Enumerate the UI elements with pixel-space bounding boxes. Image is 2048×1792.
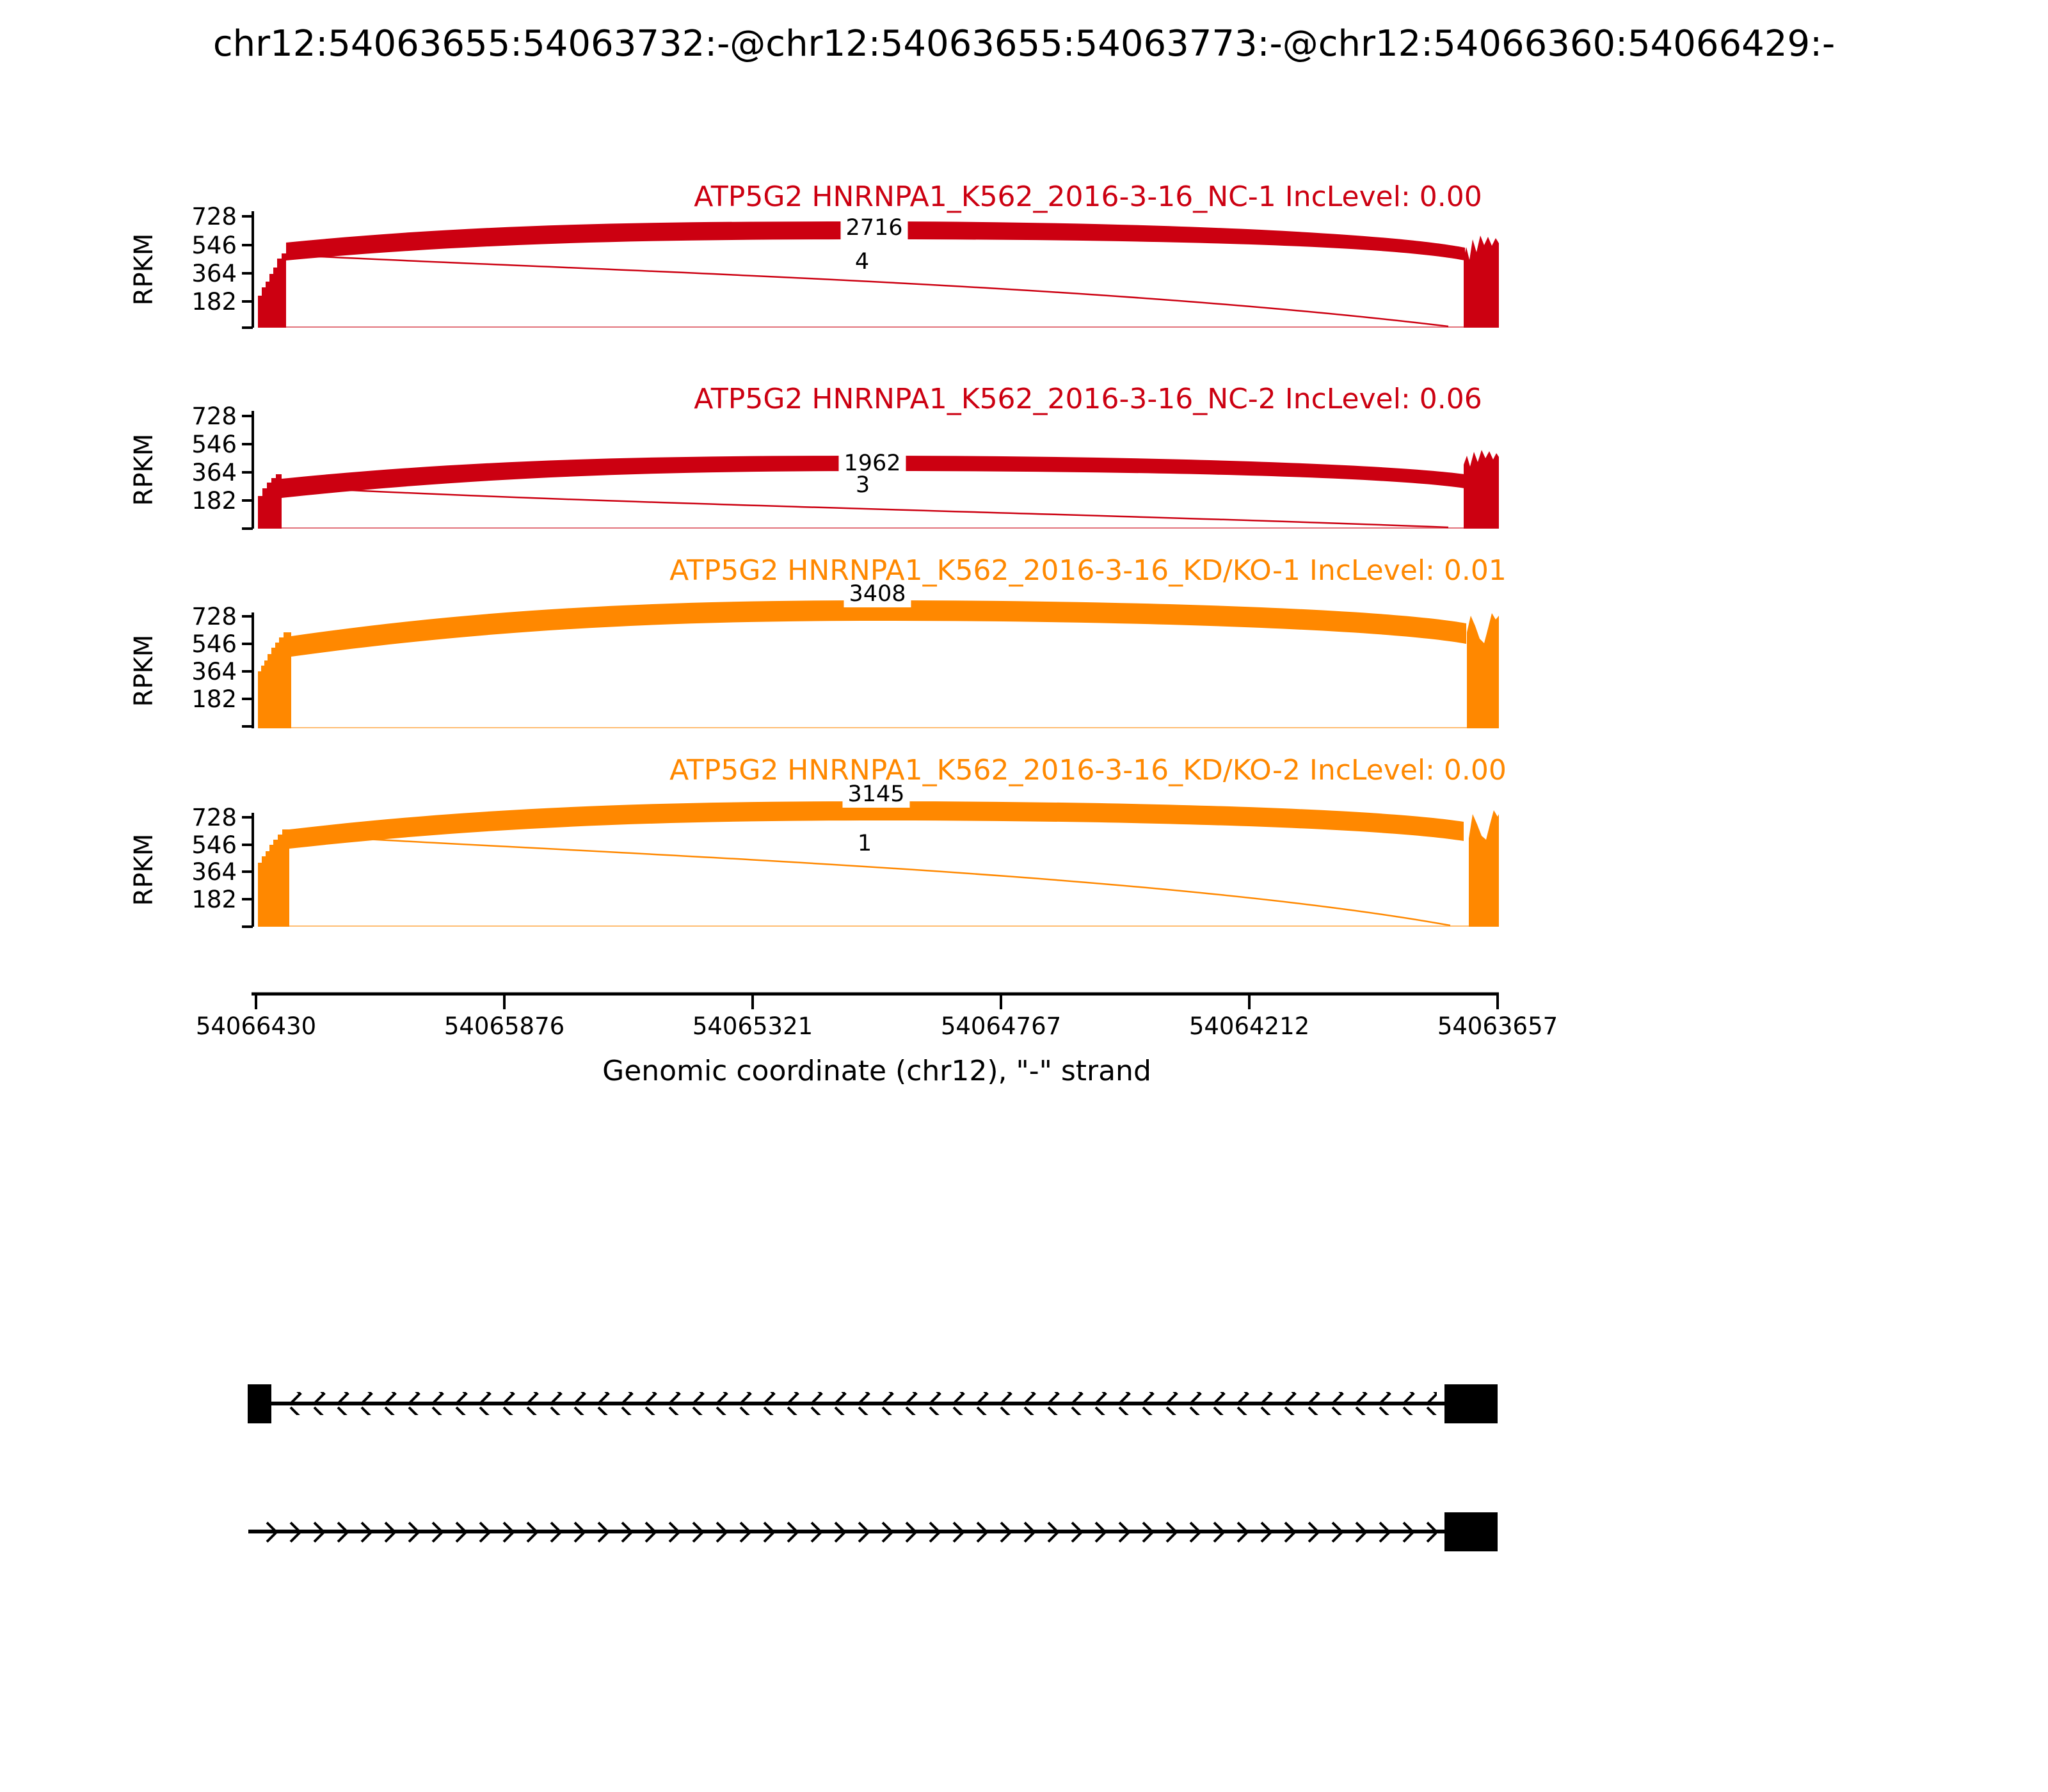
minor-junction-arc [281, 253, 1449, 328]
y-tick-label: 728 [191, 403, 237, 430]
coverage-right-exon [1467, 613, 1499, 728]
track-title-kdko-2: ATP5G2 HNRNPA1_K562_2016-3-16_KD/KO-2 In… [669, 754, 1507, 787]
x-axis-label: Genomic coordinate (chr12), "-" strand [602, 1055, 1151, 1087]
track-kdko-2 [242, 801, 1499, 928]
coverage-right-exon [1464, 236, 1499, 328]
track-nc-2 [242, 411, 1499, 530]
y-tick-label: 364 [191, 658, 237, 685]
minor-junction-arc [286, 833, 1451, 927]
x-tick-label: 54065876 [444, 1012, 565, 1040]
coverage-right-exon [1464, 450, 1499, 529]
junction-count-minor: 3 [850, 472, 876, 499]
x-tick-label: 54063657 [1437, 1012, 1558, 1040]
y-tick-label: 182 [191, 685, 237, 713]
junction-count-minor: 1 [852, 830, 877, 857]
y-tick-label: 364 [191, 459, 237, 486]
y-axis-label: RPKM [129, 634, 159, 707]
x-tick-label: 54066430 [195, 1012, 317, 1040]
track-title-nc-1: ATP5G2 HNRNPA1_K562_2016-3-16_NC-1 IncLe… [694, 180, 1482, 213]
junction-count-minor: 4 [849, 248, 875, 275]
y-axis [242, 813, 254, 928]
y-tick-label: 546 [191, 232, 237, 259]
y-tick-label: 182 [191, 487, 237, 515]
junction-band [282, 456, 1465, 498]
figure-title: chr12:54063655:54063732:-@chr12:54063655… [212, 23, 1836, 65]
track-title-kdko-1: ATP5G2 HNRNPA1_K562_2016-3-16_KD/KO-1 In… [669, 554, 1507, 587]
exon-box [1444, 1512, 1498, 1551]
track-title-nc-2: ATP5G2 HNRNPA1_K562_2016-3-16_NC-2 IncLe… [694, 383, 1482, 415]
y-axis [242, 411, 254, 530]
y-axis-label: RPKM [129, 433, 159, 506]
y-tick-label: 546 [191, 431, 237, 458]
junction-band [291, 600, 1466, 657]
y-tick-label: 728 [191, 804, 237, 831]
y-tick-label: 728 [191, 203, 237, 230]
y-axis-label: RPKM [129, 833, 159, 906]
x-tick-label: 54064212 [1188, 1012, 1310, 1040]
y-tick-label: 182 [191, 288, 237, 316]
x-axis [252, 992, 1499, 1009]
exon-box [248, 1384, 271, 1423]
x-axis-ticks [255, 994, 1499, 1009]
coverage-left-exon [258, 253, 286, 328]
intron-arrows [256, 1520, 1437, 1543]
junction-band [286, 221, 1465, 260]
junction-count-major: 3408 [844, 580, 911, 607]
y-tick-label: 546 [191, 630, 237, 658]
isoform-1 [248, 1384, 1498, 1423]
x-tick-label: 54064767 [940, 1012, 1062, 1040]
track-kdko-1 [242, 600, 1499, 728]
y-axis [242, 612, 254, 728]
y-tick-label: 364 [191, 858, 237, 886]
x-tick-label: 54065321 [692, 1012, 813, 1040]
y-axis-label: RPKM [129, 233, 159, 306]
isoform-2 [248, 1512, 1498, 1551]
coverage-left-exon [258, 829, 289, 927]
junction-count-major: 3145 [842, 781, 910, 808]
track-nc-1 [242, 211, 1499, 329]
coverage-left-exon [258, 632, 291, 728]
y-tick-label: 182 [191, 886, 237, 913]
exon-box [1444, 1384, 1498, 1423]
minor-junction-arc [278, 485, 1449, 529]
y-tick-label: 728 [191, 603, 237, 630]
y-tick-label: 364 [191, 260, 237, 287]
coverage-right-exon [1469, 810, 1499, 927]
y-axis [242, 211, 254, 329]
y-tick-label: 546 [191, 831, 237, 859]
coverage-left-exon [258, 474, 282, 529]
junction-band [289, 801, 1464, 849]
intron-arrows [285, 1392, 1437, 1415]
junction-count-major: 2716 [840, 214, 908, 241]
